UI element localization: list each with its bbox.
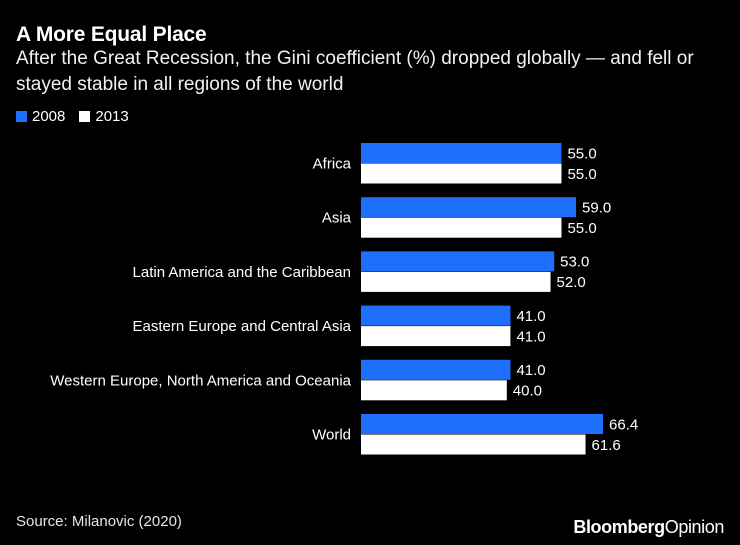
legend-swatch-2013: [79, 111, 91, 122]
value-label-latin-america-and-the-caribbean-2008: 53.0: [560, 254, 589, 271]
legend: 2008 2013: [16, 108, 143, 125]
bar-eastern-europe-and-central-asia-2008: [361, 305, 511, 326]
value-label-world-2013: 61.6: [592, 437, 621, 454]
brand-logo: BloombergOpinion: [573, 517, 724, 538]
value-label-western-europe-north-america-and-oceania-2008: 41.0: [516, 362, 545, 379]
value-label-asia-2013: 55.0: [567, 220, 596, 237]
legend-label-2008: 2008: [32, 108, 66, 125]
chart-title: A More Equal Place: [16, 23, 207, 46]
value-label-world-2008: 66.4: [609, 416, 638, 433]
source-note: Source: Milanovic (2020): [16, 513, 182, 530]
value-label-eastern-europe-and-central-asia-2008: 41.0: [516, 308, 545, 325]
bar-western-europe-north-america-and-oceania-2008: [361, 359, 511, 380]
bar-world-2008: [361, 414, 604, 434]
bar-western-europe-north-america-and-oceania-2013: [361, 380, 507, 401]
brand-logo-part1: Bloomberg: [573, 517, 665, 537]
category-label-africa: Africa: [313, 156, 352, 173]
brand-logo-part2: Opinion: [664, 517, 725, 537]
value-label-latin-america-and-the-caribbean-2013: 52.0: [557, 274, 586, 291]
legend-item-2013: 2013: [79, 108, 129, 125]
category-label-eastern-europe-and-central-asia: Eastern Europe and Central Asia: [133, 318, 352, 335]
category-label-western-europe-north-america-and-oceania: Western Europe, North America and Oceani…: [50, 372, 351, 389]
bar-latin-america-and-the-caribbean-2008: [361, 251, 555, 272]
chart-subtitle: After the Great Recession, the Gini coef…: [16, 48, 694, 95]
value-label-eastern-europe-and-central-asia-2013: 41.0: [516, 328, 545, 345]
bar-asia-2008: [361, 197, 577, 218]
bar-africa-2008: [361, 143, 562, 163]
category-label-asia: Asia: [322, 210, 352, 227]
legend-swatch-2008: [16, 111, 27, 122]
value-label-western-europe-north-america-and-oceania-2013: 40.0: [513, 383, 542, 400]
value-label-africa-2013: 55.0: [567, 166, 596, 183]
legend-item-2008: 2008: [16, 108, 65, 125]
category-label-world: World: [312, 427, 351, 444]
value-label-asia-2008: 59.0: [582, 199, 611, 216]
legend-label-2013: 2013: [95, 108, 129, 125]
bar-asia-2013: [361, 217, 562, 238]
bar-africa-2013: [361, 163, 562, 184]
category-label-latin-america-and-the-caribbean: Latin America and the Caribbean: [133, 264, 351, 281]
bar-latin-america-and-the-caribbean-2013: [361, 271, 551, 292]
bar-world-2013: [361, 434, 586, 455]
value-label-africa-2008: 55.0: [567, 145, 596, 162]
bar-eastern-europe-and-central-asia-2013: [361, 326, 511, 347]
